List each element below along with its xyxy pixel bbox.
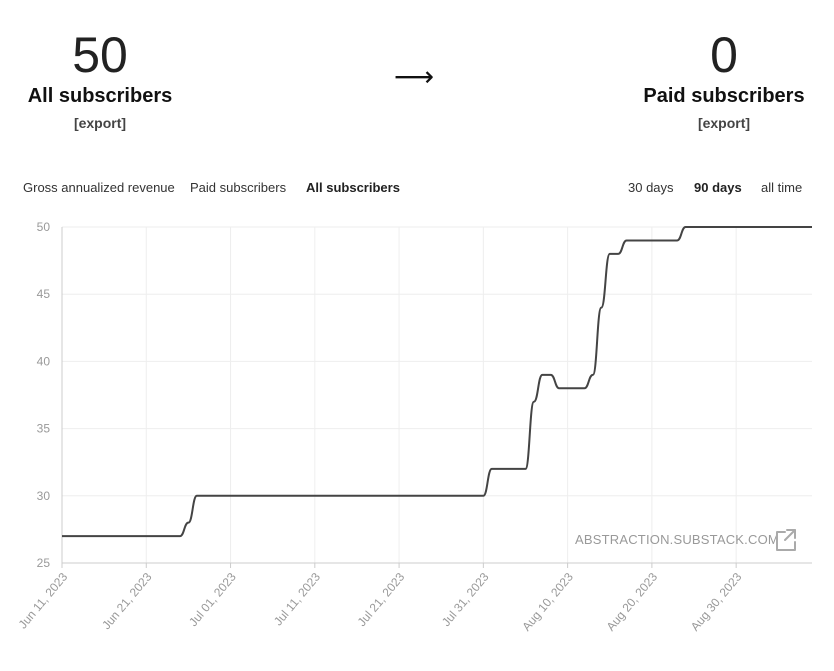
y-tick-label: 50 (37, 220, 51, 234)
range-tabs: 30 days 90 days all time (600, 180, 810, 196)
x-tick-label: Aug 20, 2023 (604, 570, 661, 634)
x-tick-label: Jul 01, 2023 (186, 570, 239, 629)
paid-subscribers-label: Paid subscribers (643, 85, 805, 107)
y-axis-tick-labels: 25 30 35 40 45 50 (37, 220, 51, 570)
watermark-text[interactable]: ABSTRACTION.SUBSTACK.COM (575, 532, 779, 547)
x-tick-label: Jul 21, 2023 (355, 570, 408, 629)
x-tick-label: Jun 21, 2023 (99, 570, 155, 632)
y-tick-label: 35 (37, 422, 51, 436)
y-tick-label: 45 (37, 287, 51, 301)
export-all-subscribers-link[interactable]: [export] (73, 115, 127, 131)
tab-30-days[interactable]: 30 days (628, 180, 674, 195)
chart-axes (61, 227, 812, 568)
all-subscribers-stat: 50 All subscribers [export] (20, 30, 180, 132)
tab-90-days[interactable]: 90 days (694, 180, 742, 195)
x-tick-label: Jun 11, 2023 (16, 570, 71, 632)
y-tick-label: 30 (37, 489, 51, 503)
chart-grid (61, 226, 812, 564)
tab-gross-annualized-revenue[interactable]: Gross annualized revenue (23, 180, 175, 195)
watermark[interactable]: ABSTRACTION.SUBSTACK.COM (575, 529, 796, 551)
tab-paid-subscribers[interactable]: Paid subscribers (190, 180, 287, 195)
x-tick-label: Aug 10, 2023 (519, 570, 576, 634)
tab-all-time[interactable]: all time (761, 180, 803, 195)
x-tick-label: Jul 31, 2023 (439, 570, 492, 629)
x-tick-label: Jul 11, 2023 (271, 570, 323, 629)
x-tick-label: Aug 30, 2023 (688, 570, 745, 634)
export-paid-subscribers-link[interactable]: [export] (697, 115, 751, 131)
paid-subscribers-stat: 0 Paid subscribers [export] (640, 30, 808, 132)
external-link-icon[interactable] (776, 529, 796, 551)
chart-series (62, 226, 812, 538)
paid-subscribers-count: 0 (710, 27, 738, 83)
all-subscribers-count: 50 (72, 27, 128, 83)
subscribers-line-chart: 25 30 35 40 45 50 Jun 11, 2023 Jun 21, 2023 Jul… (16, 220, 812, 634)
tab-all-subscribers[interactable]: All subscribers (306, 180, 400, 195)
all-subscribers-label: All subscribers (27, 85, 173, 107)
y-tick-label: 25 (37, 556, 51, 570)
y-tick-label: 40 (37, 354, 51, 368)
x-axis-tick-labels: Jun 11, 2023 Jun 21, 2023 Jul 01, 2023 Jul … (16, 570, 745, 634)
subscribers-series-line (62, 226, 812, 538)
metric-tabs: Gross annualized revenue Paid subscriber… (23, 180, 443, 196)
right-arrow-icon: ⟶ (394, 61, 435, 92)
